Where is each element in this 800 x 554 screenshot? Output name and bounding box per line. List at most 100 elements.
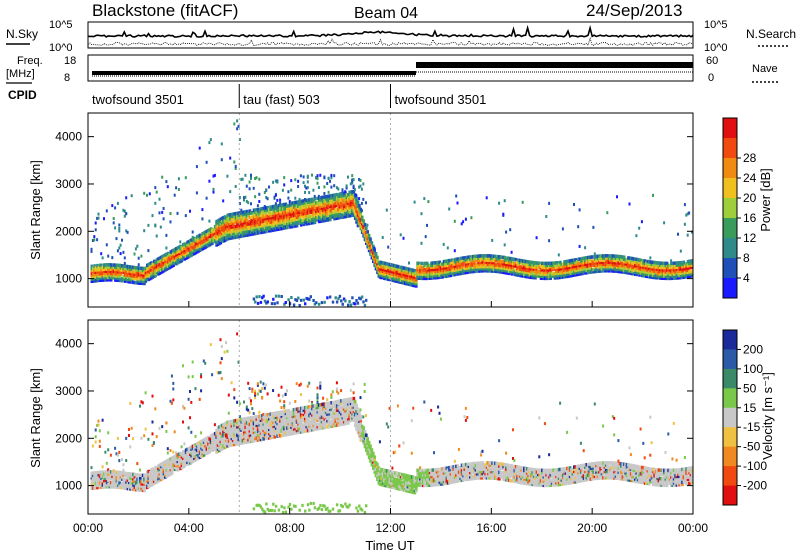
scatter-cell [256,427,260,431]
scatter-cell [489,262,493,267]
scatter-cell [384,274,387,279]
scatter-cell [413,281,417,286]
scatter-cell [115,479,119,483]
scatter-cell [430,276,433,280]
scatter-cell [147,249,150,253]
scatter-cell [276,198,279,202]
scatter-cell [514,268,518,273]
scatter-cell [155,258,159,262]
scatter-cell [259,224,263,228]
scatter-cell [105,461,108,465]
scatter-cell [243,430,246,434]
scatter-cell [183,459,186,464]
scatter-cell [510,267,514,272]
scatter-cell [579,259,583,263]
scatter-cell [286,219,289,223]
scatter-cell [280,211,284,216]
scatter-cell [256,383,259,387]
scatter-cell [229,156,232,160]
scatter-cell [277,223,281,227]
scatter-cell [316,203,320,207]
scatter-cell [309,204,313,208]
scatter-cell [245,438,249,442]
scatter-cell [94,228,97,232]
scatter-cell [191,459,195,463]
scatter-cell [408,269,411,274]
scatter-cell [331,210,335,215]
scatter-cell [302,205,306,210]
scatter-cell [326,207,329,211]
scatter-cell [93,479,96,484]
scatter-cell [474,269,478,273]
scatter-cell [180,258,184,263]
scatter-cell [143,475,146,480]
scatter-cell [261,296,264,300]
scatter-cell [358,214,361,219]
scatter-cell [258,220,261,224]
scatter-cell [172,398,175,402]
scatter-cell [166,262,170,266]
scatter-cell [535,261,539,265]
scatter-cell [258,192,261,196]
scatter-cell [211,444,214,448]
scatter-cell [112,273,116,278]
scatter-cell [413,279,417,284]
scatter-cell [356,219,360,223]
scatter-cell [255,427,259,432]
scatter-cell [256,224,260,229]
scatter-cell [689,274,693,278]
colorbar-segment [723,178,737,199]
scatter-cell [566,259,569,264]
scatter-cell [496,261,500,265]
scatter-cell [270,228,274,233]
scatter-cell [165,472,168,476]
scatter-cell [410,283,414,287]
scatter-cell [604,260,608,264]
scatter-cell [218,226,221,231]
scatter-cell [656,271,659,276]
scatter-cell [668,263,672,268]
scatter-cell [186,452,189,456]
scatter-cell [237,437,241,442]
scatter-cell [647,270,651,275]
scatter-cell [234,235,238,239]
scatter-cell [620,257,623,261]
scatter-cell [606,256,609,260]
scatter-cell [341,198,345,202]
scatter-cell [212,445,216,449]
scatter-cell [108,474,112,478]
scatter-cell [309,200,313,204]
scatter-cell [672,270,676,274]
scatter-cell [119,270,123,274]
scatter-cell [341,215,345,219]
scatter-cell [427,263,430,268]
scatter-cell [635,268,638,272]
scatter-cell [670,272,673,276]
scatter-cell [284,301,287,304]
scatter-cell [620,267,623,272]
scatter-cell [280,216,284,220]
scatter-cell [355,299,358,302]
scatter-cell [664,263,668,268]
scatter-cell [146,265,149,270]
scatter-cell [374,266,378,271]
scatter-cell [226,222,229,226]
scatter-cell [642,267,645,272]
scatter-cell [603,262,607,267]
scatter-cell [248,187,251,191]
scatter-cell [598,260,601,265]
scatter-cell [329,295,332,299]
scatter-cell [172,248,175,253]
scatter-cell [143,484,146,488]
scatter-cell [263,210,267,215]
scatter-cell [255,419,259,423]
scatter-cell [420,276,424,281]
scatter-cell [421,274,425,278]
scatter-cell [258,222,261,226]
scatter-cell [195,239,199,243]
scatter-cell [166,264,170,268]
scatter-cell [234,220,238,224]
scatter-cell [227,430,231,435]
scatter-cell [297,217,300,221]
scatter-cell [152,266,156,270]
